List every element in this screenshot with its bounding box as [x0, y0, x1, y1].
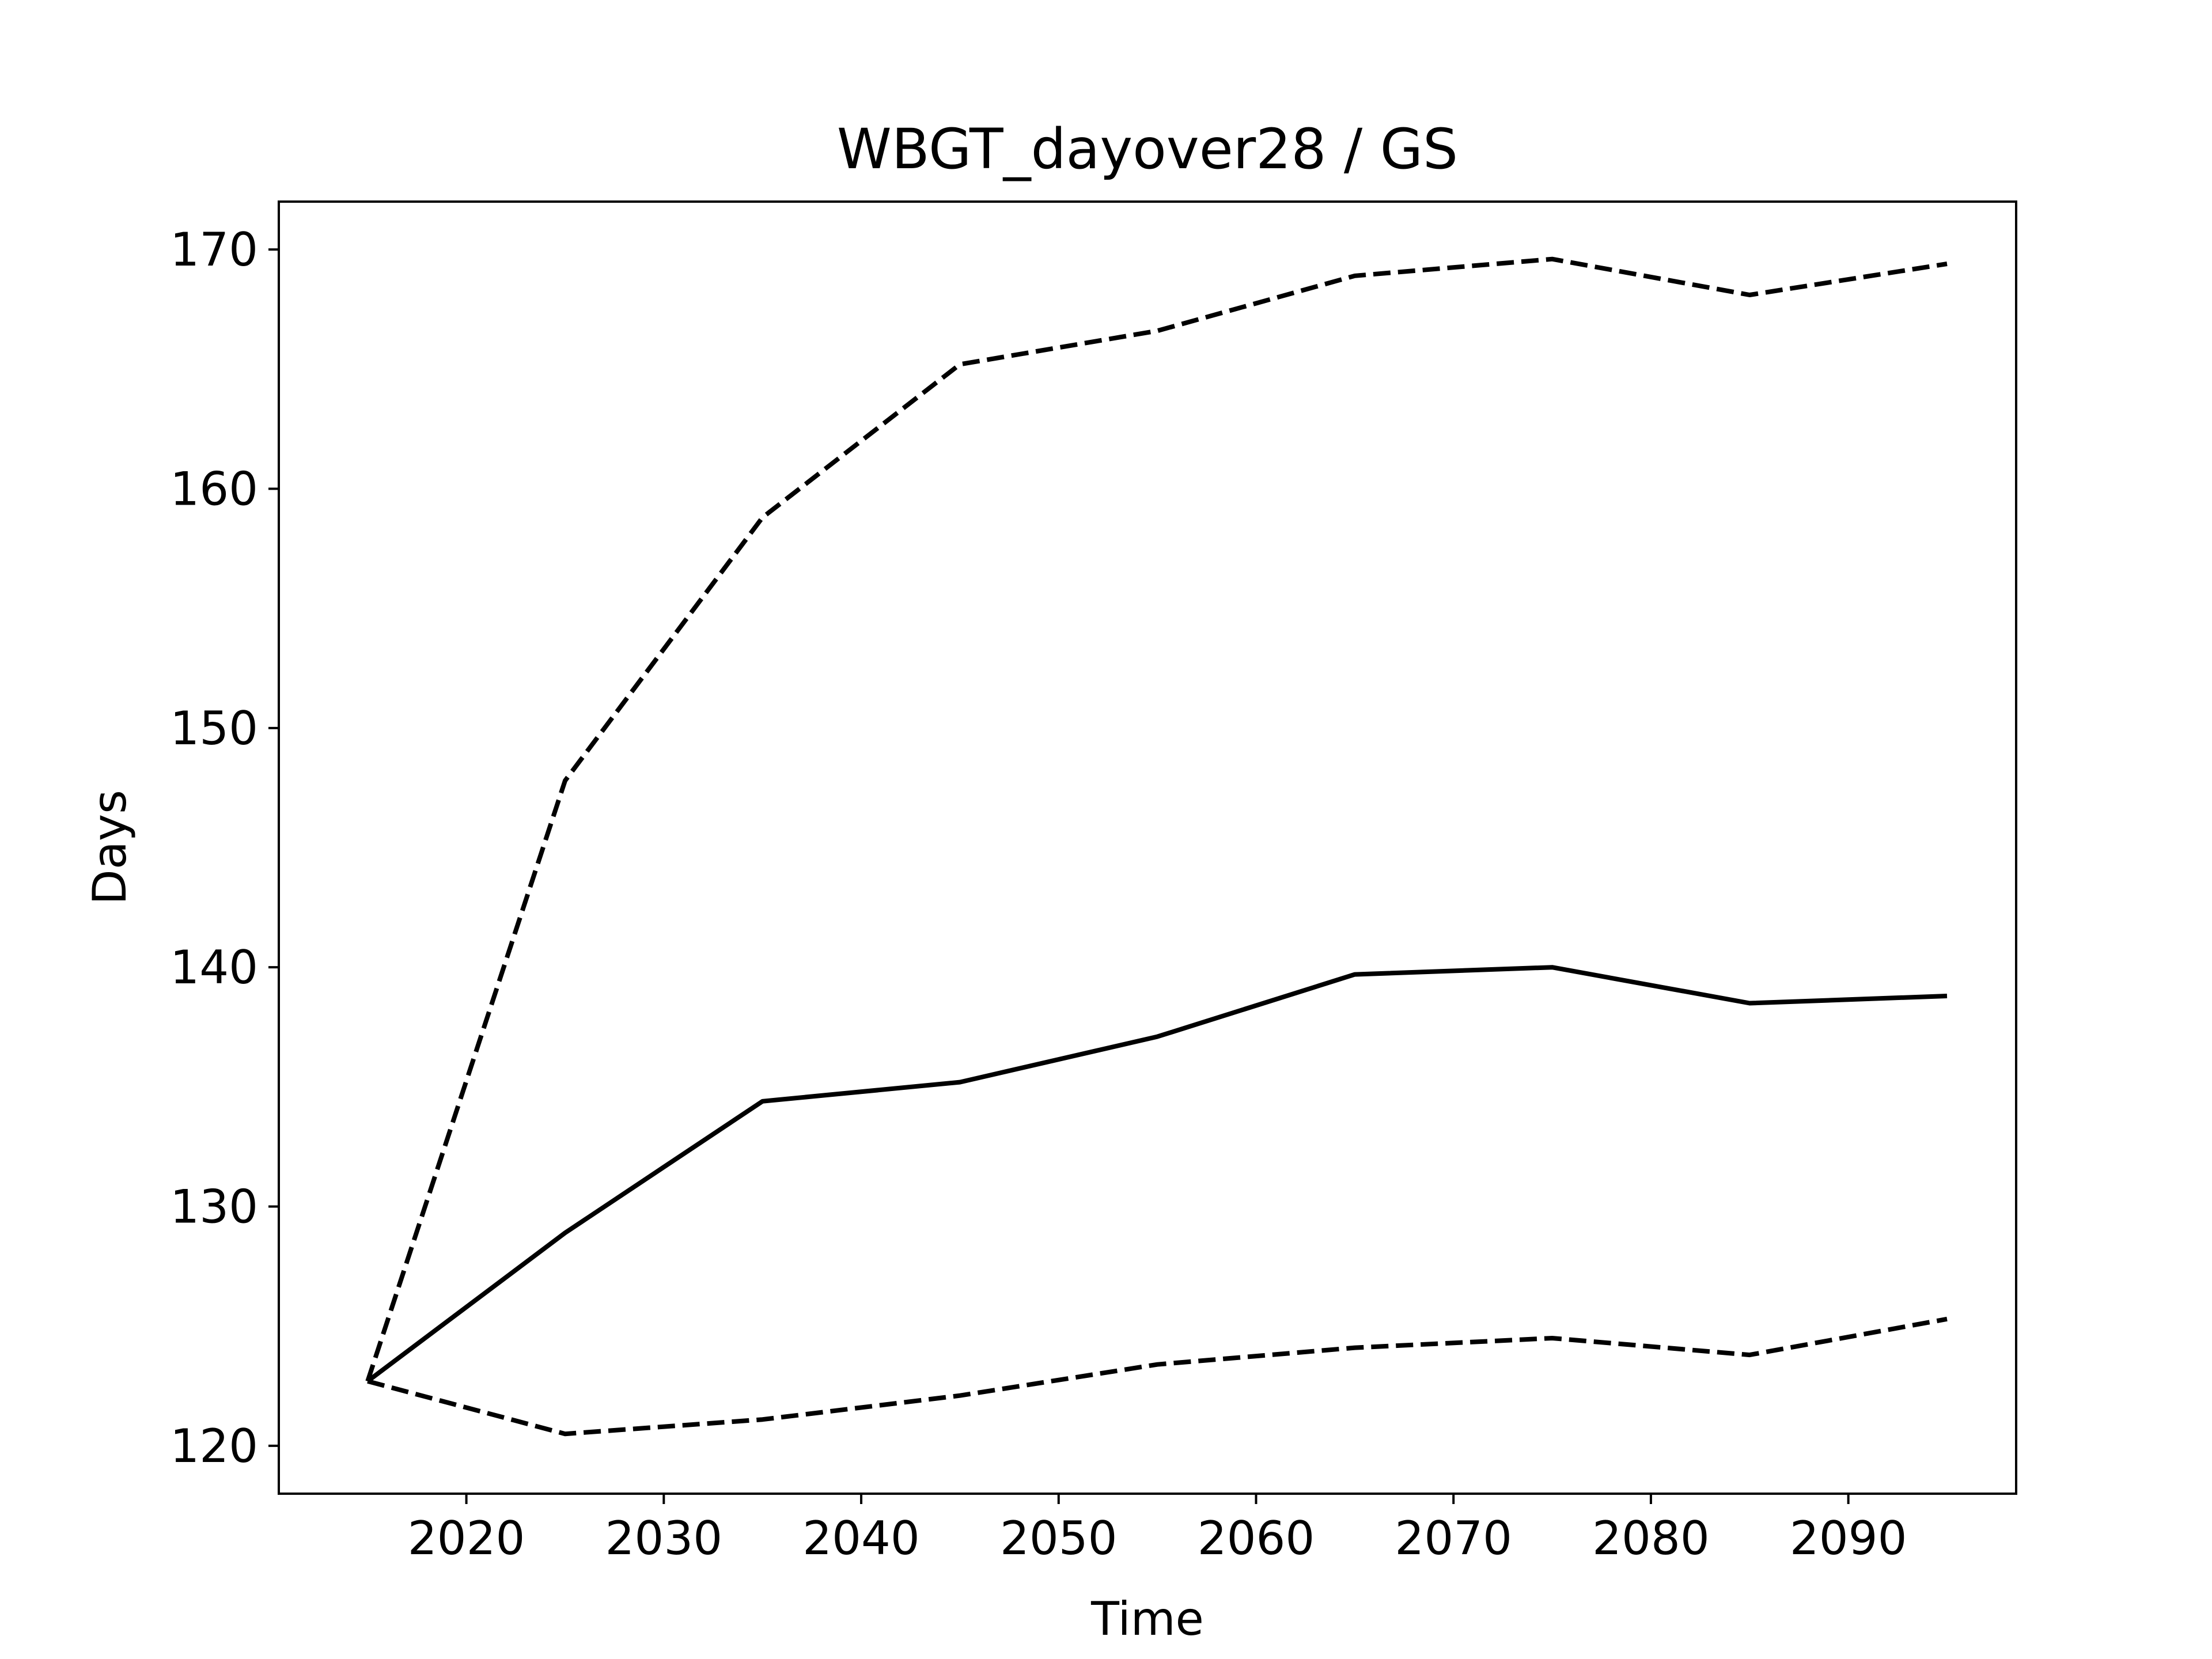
y-axis-label: Days: [83, 790, 137, 905]
y-tick-label: 130: [170, 1180, 258, 1234]
y-tick-label: 140: [170, 941, 258, 994]
x-tick-label: 2060: [1198, 1512, 1315, 1565]
x-tick-label: 2020: [408, 1512, 525, 1565]
x-tick-label: 2090: [1790, 1512, 1907, 1565]
plot-lines: [365, 256, 1948, 1437]
y-tick-label: 160: [170, 462, 258, 516]
y-tick-label: 170: [170, 223, 258, 276]
x-tick-label: 2080: [1592, 1512, 1710, 1565]
y-tick-label: 150: [170, 702, 258, 755]
series-line-2: [365, 256, 1948, 1382]
x-tick-label: 2050: [1000, 1512, 1118, 1565]
x-tick-label: 2070: [1395, 1512, 1512, 1565]
series-line-1: [366, 965, 1948, 1383]
x-axis-label: Time: [1090, 1592, 1204, 1646]
x-tick-label: 2040: [802, 1512, 920, 1565]
plot-frame: [278, 200, 2017, 1495]
y-tick-label: 120: [170, 1419, 258, 1473]
x-tick-label: 2030: [605, 1512, 723, 1565]
chart-title: WBGT_dayover28 / GS: [837, 117, 1458, 181]
x-axis-ticks: 2020 2030 2040 2050 2060 2070 2080 2090: [408, 1494, 1907, 1565]
y-axis-ticks: 120 130 140 150 160 170: [170, 223, 279, 1473]
series-line-3: [367, 1316, 1948, 1437]
